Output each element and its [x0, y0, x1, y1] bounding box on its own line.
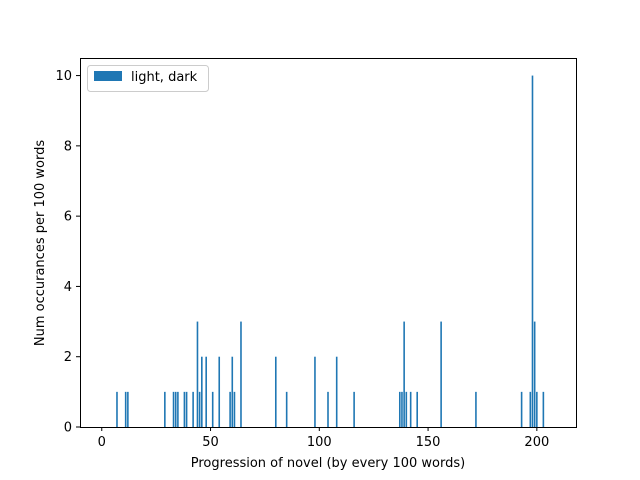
bar — [285, 391, 288, 427]
x-tick-label: 50 — [202, 435, 219, 450]
bar — [183, 391, 186, 427]
bar — [218, 356, 221, 427]
bar — [196, 321, 199, 427]
bar — [172, 391, 175, 427]
bars-group — [116, 75, 545, 427]
y-tick-label: 4 — [64, 280, 72, 295]
bar — [401, 391, 403, 427]
y-tick-label: 0 — [64, 421, 72, 436]
bar — [174, 391, 177, 427]
bar — [520, 391, 523, 427]
bar — [475, 391, 477, 427]
plot-frame — [80, 58, 577, 428]
bar — [177, 391, 179, 427]
bar — [198, 391, 201, 427]
y-tick-label: 10 — [55, 69, 72, 84]
bar — [229, 391, 231, 427]
bar — [542, 391, 545, 427]
bar — [353, 391, 355, 427]
y-tick-label: 2 — [64, 350, 72, 365]
bar — [240, 321, 242, 427]
bar — [116, 391, 118, 427]
bar — [164, 391, 166, 427]
x-axis-label: Progression of novel (by every 100 words… — [191, 456, 465, 471]
legend-label: light, dark — [131, 70, 198, 85]
bar — [416, 391, 418, 427]
bar — [127, 391, 129, 427]
bar — [205, 356, 207, 427]
bar — [314, 356, 316, 427]
bar — [335, 356, 338, 427]
bar — [533, 321, 536, 427]
bar — [192, 391, 194, 427]
y-axis-label: Num occurances per 100 words — [33, 140, 48, 346]
bar — [398, 391, 401, 427]
bar — [405, 391, 408, 427]
bar — [440, 321, 442, 427]
bar — [201, 356, 203, 427]
bar — [233, 391, 236, 427]
x-axis-ticks: 0 50 100 150 200 — [98, 427, 549, 450]
bar — [185, 391, 188, 427]
bar — [124, 391, 127, 427]
bar — [409, 391, 412, 427]
legend: light, dark — [87, 65, 209, 92]
bar — [403, 321, 405, 427]
x-tick-label: 100 — [307, 435, 332, 450]
bar — [531, 75, 534, 427]
x-tick-label: 150 — [416, 435, 441, 450]
y-axis-ticks: 0 2 4 6 8 10 — [55, 69, 80, 436]
bar — [327, 391, 329, 427]
bar — [211, 391, 214, 427]
x-tick-label: 200 — [524, 435, 549, 450]
y-tick-label: 6 — [64, 210, 72, 225]
x-tick-label: 0 — [98, 435, 106, 450]
legend-swatch — [94, 71, 122, 81]
y-tick-label: 8 — [64, 139, 72, 154]
bar — [529, 391, 532, 427]
bar — [536, 391, 538, 427]
bar — [274, 356, 277, 427]
bar — [231, 356, 234, 427]
